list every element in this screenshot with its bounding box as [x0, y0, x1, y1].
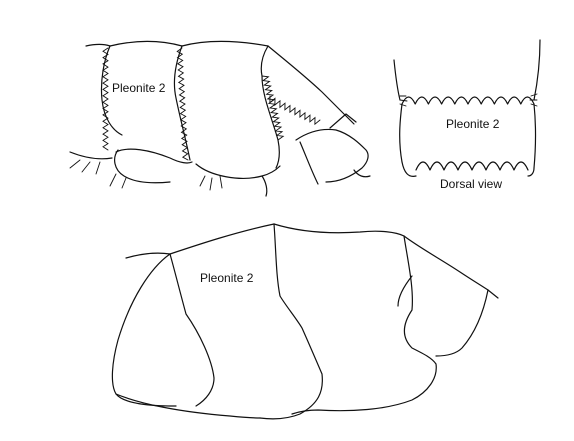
- pleonite-1-ventral-outline: [69, 151, 113, 160]
- pleonite-2-epimeron: [115, 148, 193, 164]
- urosome-dorsal-outline: [267, 45, 355, 125]
- lower-pleonite-1-outline: [111, 253, 177, 407]
- lower-segment-label: Pleonite 2: [200, 271, 254, 285]
- spine-row-pleonite-3: [261, 75, 285, 141]
- dorsal-left-top-edge: [393, 59, 401, 101]
- upper-left-segment-label: Pleonite 2: [112, 81, 166, 95]
- lateral-view-smooth: Pleonite 2: [111, 223, 499, 420]
- dorsal-segment-label: Pleonite 2: [446, 117, 500, 131]
- dorsal-view: Pleonite 2 Dorsal view: [393, 39, 541, 191]
- lower-pleonite-2-posterior-outline: [259, 223, 323, 420]
- spine-row-pleonite-1: [102, 47, 109, 151]
- dorsal-right-top-edge: [533, 39, 541, 101]
- lower-urosome-dorsal: [403, 235, 489, 291]
- spine-row-urosome: [269, 95, 321, 126]
- dorsal-marginal-setae: [399, 93, 538, 107]
- lower-pleonite-3-dorsal: [273, 223, 405, 237]
- dorsal-anterior-scalloped-margin: [401, 96, 535, 105]
- spine-row-pleonite-2: [176, 47, 189, 161]
- pleonite-2-dorsal-outline: [109, 40, 183, 47]
- lateral-view-spinose: Pleonite 2: [69, 40, 371, 197]
- pleonite-2-anterior-outline: [100, 45, 123, 136]
- lower-urosome-notch: [397, 275, 413, 307]
- dorsal-posterior-scalloped-margin: [415, 161, 529, 171]
- dorsal-right-side: [533, 103, 537, 169]
- uropod-tip: [353, 169, 371, 178]
- telson-outline: [329, 113, 357, 129]
- lower-urosome-posterior: [435, 289, 489, 357]
- uropod-stalk: [299, 141, 319, 185]
- urosome-terminal-segment: [295, 128, 369, 183]
- pleonite-2-ventral-lobe: [114, 149, 171, 184]
- pleonite-1-dorsal-outline: [85, 43, 111, 47]
- pleopod-stub: [261, 175, 268, 197]
- lower-pleonite-2-ventral-outline: [115, 393, 261, 419]
- lower-pleonite-3-outline: [291, 235, 437, 415]
- lower-pleonite-2-anterior-outline: [169, 253, 215, 407]
- ventral-setae: [69, 159, 223, 191]
- lower-pleonite-2-dorsal: [169, 223, 275, 255]
- lower-pleonite-1-dorsal: [125, 252, 171, 259]
- dorsal-left-side: [399, 103, 403, 163]
- pleonite-3-dorsal-outline: [181, 40, 269, 47]
- pleonite-3-ventral-outline: [195, 163, 281, 179]
- lower-urosome-tip: [487, 289, 499, 299]
- dorsal-right-corner: [527, 167, 535, 177]
- dorsal-view-caption: Dorsal view: [440, 177, 502, 191]
- dorsal-left-corner: [401, 161, 417, 177]
- pleonite-3-posterior-outline: [260, 45, 280, 169]
